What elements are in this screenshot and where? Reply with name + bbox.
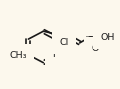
Text: OH: OH [101,33,115,42]
Text: O: O [91,44,99,53]
Text: F: F [52,50,58,59]
Text: Cl: Cl [59,38,68,47]
Text: CH₃: CH₃ [9,51,27,60]
